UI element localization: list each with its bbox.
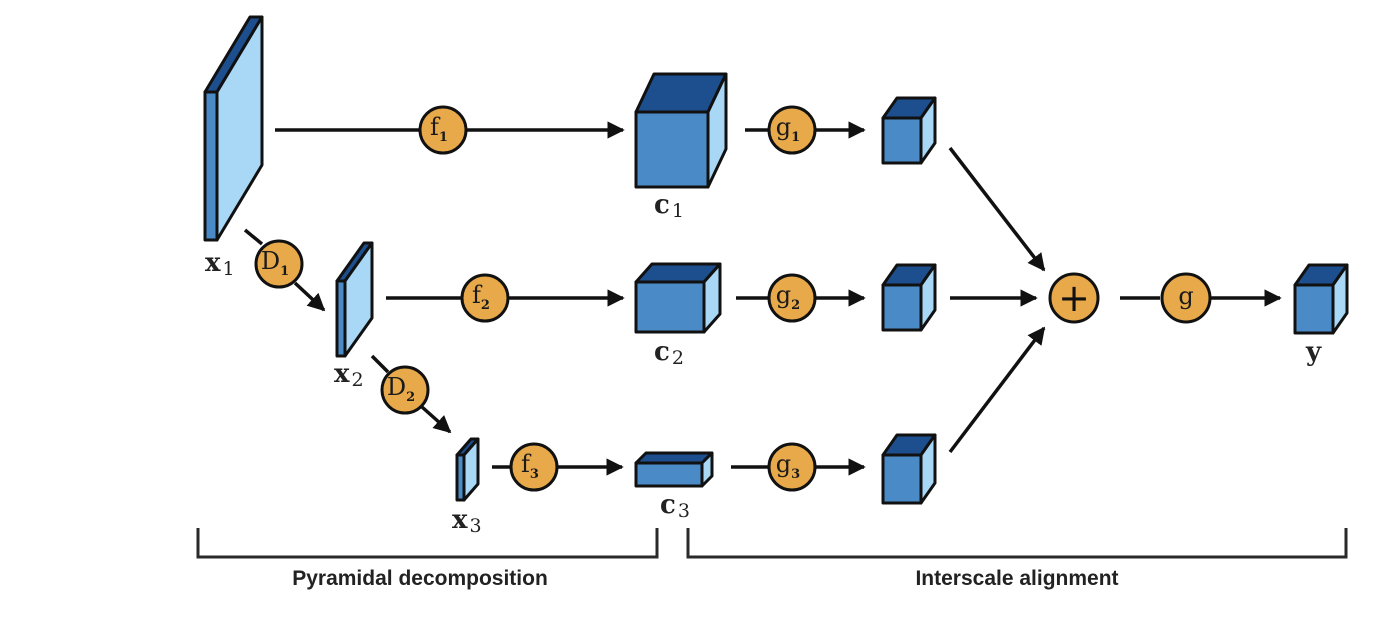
operator-circle — [418, 105, 468, 155]
bracket-interscale-alignment — [686, 528, 1348, 559]
operator-subscript: 2 — [481, 298, 490, 313]
sum-circle — [1048, 272, 1100, 324]
operator-circle — [509, 442, 559, 492]
operator-label: g2 — [776, 281, 800, 313]
operator-g3: g3 — [767, 442, 817, 492]
input-slab-x2 — [335, 241, 374, 358]
aligned-cube-3 — [881, 433, 937, 505]
input-slab-x1 — [203, 15, 264, 242]
box-front-face — [335, 279, 347, 358]
final-g-circle — [1160, 272, 1212, 324]
arrows — [243, 121, 1282, 476]
arrow-a1-to-sum — [948, 146, 1046, 272]
operator-subscript: 1 — [439, 130, 448, 145]
operator-subscript: 1 — [791, 130, 800, 145]
input-slab-x3 — [455, 437, 480, 502]
operator-subscript: 2 — [791, 298, 800, 313]
box-front-face — [1293, 283, 1335, 335]
arrow-D2-to-x3 — [420, 405, 452, 434]
box-front-face — [455, 453, 466, 502]
aligned-cube-1 — [881, 96, 937, 165]
operator-base: f — [430, 113, 441, 141]
sum-operator: + — [1048, 272, 1100, 324]
operator-base: f — [521, 450, 532, 478]
arrow-a3-to-sum — [948, 326, 1046, 454]
section-label-pyramidal: Pyramidal decomposition — [292, 567, 548, 590]
operator-f1: f1 — [418, 105, 468, 155]
final-g-label: g — [1178, 282, 1193, 310]
operator-subscript: 3 — [530, 467, 539, 482]
operator-f3: f3 — [509, 442, 559, 492]
operator-f2: f2 — [460, 273, 510, 323]
operator-label: g1 — [776, 113, 800, 145]
operator-base: f — [472, 281, 483, 309]
label-y: y — [1305, 337, 1322, 367]
operator-circle — [254, 239, 304, 289]
operator-label: f1 — [430, 113, 448, 145]
output-cube-y — [1293, 263, 1349, 335]
operator-label: f3 — [521, 450, 539, 482]
operator-circle — [767, 442, 817, 492]
operator-D2: D2 — [380, 365, 430, 415]
operator-base: g — [776, 450, 791, 478]
operator-base: D — [261, 247, 280, 275]
box-front-face — [203, 90, 219, 242]
operator-base: g — [776, 113, 791, 141]
operator-D1: D1 — [254, 239, 304, 289]
operator-label: D1 — [261, 247, 289, 279]
box-front-face — [634, 110, 710, 189]
arrow-x1-to-D1 — [243, 228, 264, 246]
bracket-pyramidal-decomposition — [196, 528, 659, 559]
box-front-face — [634, 461, 704, 488]
box-front-face — [881, 453, 923, 505]
sum-symbol: + — [1058, 276, 1090, 320]
operator-base: g — [776, 281, 791, 309]
operator-subscript: 2 — [406, 390, 415, 405]
operator-g2: g2 — [767, 273, 817, 323]
operator-circle — [767, 273, 817, 323]
operator-subscript: 3 — [791, 467, 800, 482]
box-front-face — [881, 116, 923, 165]
operator-label: D2 — [387, 373, 415, 405]
coefficient-cube-c3 — [634, 451, 714, 488]
operator-subscript: 1 — [280, 264, 289, 279]
coefficient-cube-c2 — [634, 262, 722, 334]
arrow-D1-to-x2 — [293, 281, 326, 312]
operator-g1: g1 — [767, 105, 817, 155]
box-front-face — [634, 280, 706, 334]
aligned-cube-2 — [881, 263, 937, 332]
final-operator-g: g — [1160, 272, 1212, 324]
operator-circle — [380, 365, 430, 415]
operator-circle — [460, 273, 510, 323]
coefficient-cube-c1 — [634, 72, 728, 189]
arrow-x2-to-D2 — [370, 354, 390, 374]
section-label-interscale: Interscale alignment — [915, 567, 1118, 590]
box-front-face — [881, 283, 923, 332]
operator-base: D — [387, 373, 406, 401]
operator-label: f2 — [472, 281, 490, 313]
box-side-face — [343, 241, 374, 358]
operator-label: g3 — [776, 450, 800, 482]
operator-circle — [767, 105, 817, 155]
